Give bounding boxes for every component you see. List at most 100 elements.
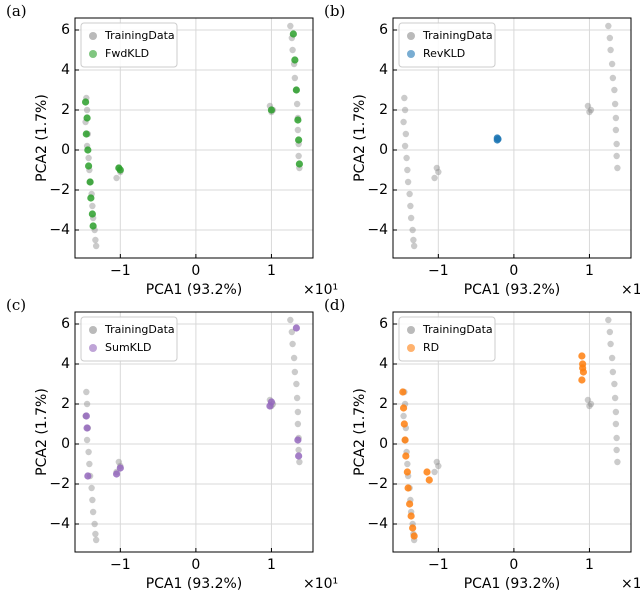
point <box>608 60 616 68</box>
point <box>295 446 302 454</box>
point <box>613 140 620 148</box>
y-axis-label: PCA2 (1.7%) <box>34 94 50 182</box>
point <box>113 174 120 182</box>
point <box>294 116 302 124</box>
x-tick-label: 1 <box>585 557 594 573</box>
point <box>88 210 96 218</box>
point <box>410 242 418 250</box>
x-tick-label: 0 <box>191 557 200 573</box>
point <box>409 524 417 532</box>
y-tick-label: 0 <box>61 436 70 452</box>
y-tick-label: 6 <box>379 316 388 332</box>
x-tick-label: 1 <box>585 263 594 279</box>
point <box>406 500 414 508</box>
y-tick-label: 2 <box>379 102 388 118</box>
point <box>493 136 501 144</box>
y-tick-label: 6 <box>379 22 388 38</box>
panel-label: (d) <box>324 296 345 314</box>
point <box>400 412 407 420</box>
point <box>288 328 296 336</box>
y-tick-label: 4 <box>379 356 388 372</box>
panel: (a) −4 −2 0 2 4 6 −1 0 1 TrainingData FwdKLD PCA1 (9… <box>6 2 338 298</box>
point <box>586 402 593 410</box>
legend-label: TrainingData <box>422 29 493 42</box>
legend-label: TrainingData <box>422 323 493 336</box>
point <box>87 194 95 202</box>
point <box>404 484 412 492</box>
y-tick-label: 2 <box>61 396 70 412</box>
point <box>82 130 90 138</box>
point <box>433 458 441 466</box>
point <box>92 536 100 544</box>
point <box>612 420 620 428</box>
point <box>86 460 93 468</box>
legend-marker <box>407 326 415 334</box>
point <box>294 408 302 416</box>
point <box>85 162 93 170</box>
y-tick-label: 0 <box>379 142 388 158</box>
y-tick-label: 4 <box>61 356 70 372</box>
panel: (b) −4 −2 0 2 4 6 −1 0 1 TrainingData RevKLD PCA1 (9… <box>324 2 640 298</box>
point <box>613 446 620 454</box>
point <box>293 100 301 108</box>
point <box>295 160 303 168</box>
y-axis-label: PCA2 (1.7%) <box>352 94 368 182</box>
point <box>89 508 97 516</box>
x-tick-label: 0 <box>509 263 518 279</box>
point <box>431 174 438 182</box>
legend-box <box>80 316 178 362</box>
point <box>587 106 595 114</box>
panel-label: (b) <box>324 2 345 20</box>
point <box>400 118 407 126</box>
legend-box <box>398 316 496 362</box>
y-tick-label: −2 <box>49 182 70 198</box>
panel: (c) −4 −2 0 2 4 6 −1 0 1 TrainingData SumKLD PCA1 (9… <box>6 296 338 592</box>
panel-label: (a) <box>6 2 27 20</box>
point <box>115 164 123 172</box>
point <box>84 146 92 154</box>
point <box>404 166 411 174</box>
point <box>403 468 411 476</box>
legend-marker <box>407 50 415 58</box>
y-tick-label: −2 <box>367 476 388 492</box>
point <box>295 452 303 460</box>
y-axis-label: PCA2 (1.7%) <box>34 388 50 476</box>
point <box>92 530 99 538</box>
y-tick-label: −2 <box>367 182 388 198</box>
point <box>410 236 417 244</box>
point <box>85 154 92 162</box>
point <box>614 458 621 466</box>
y-tick-label: 6 <box>61 316 70 332</box>
point <box>606 34 614 42</box>
point <box>403 154 410 162</box>
point <box>289 340 296 348</box>
point <box>84 472 92 480</box>
point <box>435 462 442 470</box>
point <box>578 352 586 360</box>
point <box>425 476 433 484</box>
point <box>89 202 96 210</box>
y-tick-label: 0 <box>379 436 388 452</box>
point <box>584 396 592 404</box>
point <box>609 368 617 376</box>
point <box>289 30 297 38</box>
y-tick-label: −2 <box>49 476 70 492</box>
point <box>607 46 614 54</box>
plot-frame <box>392 17 632 259</box>
y-tick-label: 2 <box>61 102 70 118</box>
x-offset-text: ×10¹ <box>621 282 640 298</box>
point <box>287 316 294 324</box>
point <box>584 102 592 110</box>
legend-marker <box>407 32 415 40</box>
point <box>433 164 441 172</box>
point <box>578 376 586 384</box>
plot-frame <box>392 311 632 553</box>
panel: (d) −4 −2 0 2 4 6 −1 0 1 TrainingData RD PCA1 (93.2%… <box>324 296 640 592</box>
point <box>402 452 410 460</box>
point <box>611 100 619 108</box>
point <box>423 468 431 476</box>
legend-box <box>398 22 496 68</box>
point <box>83 114 91 122</box>
point <box>295 152 302 160</box>
x-axis-label: PCA1 (93.2%) <box>464 282 561 298</box>
